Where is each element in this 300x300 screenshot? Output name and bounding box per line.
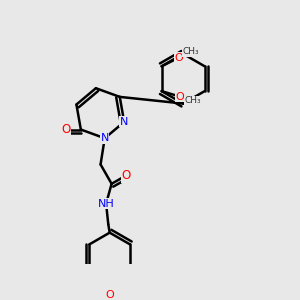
Text: NH: NH [98, 199, 115, 209]
Text: O: O [122, 169, 130, 182]
Text: N: N [120, 117, 128, 127]
Text: O: O [176, 92, 184, 102]
Text: O: O [61, 123, 70, 136]
Text: CH₃: CH₃ [185, 96, 201, 105]
Text: N: N [100, 133, 109, 143]
Text: CH₃: CH₃ [183, 47, 199, 56]
Text: O: O [105, 290, 114, 300]
Text: O: O [175, 52, 183, 63]
